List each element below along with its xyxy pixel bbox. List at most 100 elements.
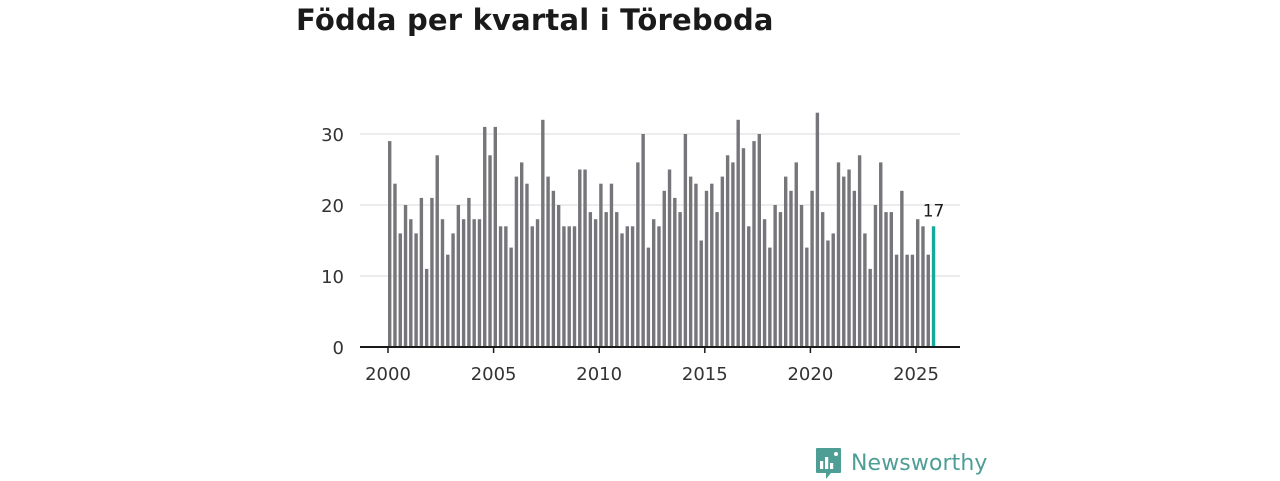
bar: [715, 212, 719, 347]
y-tick-label: 0: [333, 338, 344, 359]
bar: [926, 254, 930, 347]
bar: [641, 134, 645, 347]
bar: [768, 247, 772, 347]
x-tick-label: 2000: [365, 364, 411, 385]
bar: [652, 219, 656, 347]
bar: [535, 219, 540, 347]
data-labels: 17: [923, 201, 945, 221]
y-tick-label: 10: [321, 267, 344, 288]
bar: [794, 162, 798, 347]
bar: [815, 112, 820, 347]
x-tick-label: 2015: [682, 364, 728, 385]
bar: [789, 190, 793, 347]
bar: [409, 219, 413, 347]
bar: [541, 119, 545, 347]
bar: [483, 126, 487, 348]
bar: [842, 176, 846, 347]
bar: [393, 183, 397, 347]
bar: [451, 233, 455, 347]
bar: [863, 233, 867, 347]
brand-name: Newsworthy: [851, 450, 988, 476]
bar: [773, 205, 777, 347]
bar: [424, 268, 429, 347]
bar: [440, 219, 445, 347]
bar: [477, 219, 482, 347]
bar: [509, 247, 513, 347]
bar: [662, 190, 666, 347]
bar: [530, 226, 534, 347]
bar: [620, 233, 624, 347]
bar: [678, 212, 682, 347]
bar: [567, 226, 571, 347]
bar: [784, 176, 788, 347]
bar: [752, 141, 756, 347]
bar: [588, 212, 593, 347]
bar: [910, 254, 915, 347]
bar: [836, 162, 841, 347]
bar: [873, 205, 878, 347]
bar: [868, 268, 872, 347]
bar: [525, 183, 529, 347]
bar: [414, 233, 418, 347]
bar: [456, 205, 461, 347]
bar: [757, 134, 761, 347]
bar: [556, 205, 561, 347]
bar: [446, 254, 450, 347]
bar: [831, 233, 835, 347]
bar: [694, 183, 698, 347]
bar: [847, 169, 851, 347]
bar: [461, 219, 466, 347]
y-axis-ticks: 0 10 20 30: [321, 125, 344, 359]
bar: [720, 176, 725, 347]
bar: [820, 212, 825, 347]
bar: [683, 134, 688, 347]
bar: [778, 212, 783, 347]
bar: [504, 226, 508, 347]
bar: [467, 197, 471, 347]
bar: [905, 254, 909, 347]
bar: [889, 212, 893, 347]
bar-highlight: [931, 226, 936, 347]
bar: [657, 226, 661, 347]
bar: [762, 219, 767, 347]
bar: [488, 155, 492, 347]
bar: [593, 219, 598, 347]
bar: [916, 219, 920, 347]
bar: [472, 219, 476, 347]
x-axis: 2000 2005 2010 2015 2020 2025: [360, 346, 960, 385]
bar: [894, 254, 899, 347]
bar: [673, 197, 677, 347]
bar: [578, 169, 582, 347]
bar: [630, 226, 635, 347]
bar: [736, 119, 740, 347]
bar: [879, 162, 883, 347]
bar: [646, 247, 651, 347]
bar: [398, 233, 402, 347]
bar: [725, 155, 730, 347]
bar: [514, 176, 519, 347]
bar: [900, 190, 904, 347]
bar: [805, 247, 809, 347]
newsworthy-brand[interactable]: Newsworthy: [815, 445, 988, 481]
y-tick-label: 20: [321, 196, 344, 217]
bar: [747, 226, 751, 347]
bar: [419, 197, 424, 347]
bar: [609, 183, 614, 347]
bar: [493, 126, 497, 348]
bar: [704, 190, 709, 347]
newsworthy-logo-icon: [816, 447, 841, 479]
bar: [731, 162, 735, 347]
x-tick-label: 2010: [576, 364, 622, 385]
bar: [710, 183, 714, 347]
x-tick-label: 2020: [787, 364, 833, 385]
bar: [562, 226, 566, 347]
bar: [435, 155, 439, 347]
bar: [572, 226, 577, 347]
bar: [741, 148, 746, 347]
bar: [699, 240, 703, 347]
y-tick-label: 30: [321, 125, 344, 146]
bar: [615, 212, 619, 347]
bar: [498, 226, 503, 347]
bar: [857, 155, 862, 347]
bar: [826, 240, 830, 347]
